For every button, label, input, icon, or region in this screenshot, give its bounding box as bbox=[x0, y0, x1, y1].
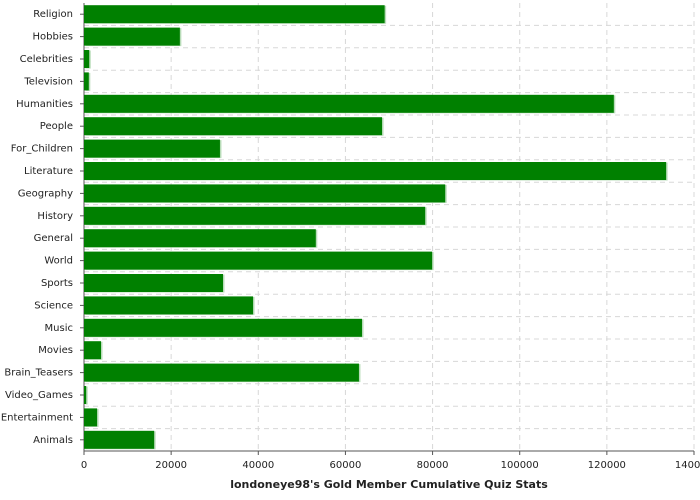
x-tick-label: 80000 bbox=[417, 460, 449, 471]
y-tick-label: Hobbies bbox=[33, 32, 73, 43]
bar bbox=[84, 206, 426, 225]
bar bbox=[84, 229, 316, 248]
bar bbox=[84, 386, 87, 404]
x-tick-label: 140000 bbox=[675, 460, 700, 471]
y-tick-label: World bbox=[44, 256, 73, 267]
bar bbox=[84, 162, 667, 180]
bar-shadow bbox=[85, 386, 88, 405]
y-tick-label: General bbox=[34, 233, 73, 244]
bar bbox=[84, 251, 433, 270]
bar bbox=[84, 27, 180, 46]
bar bbox=[84, 184, 446, 203]
bar bbox=[84, 408, 98, 427]
y-tick-label: Geography bbox=[18, 188, 73, 199]
x-tick-label: 0 bbox=[81, 460, 87, 471]
bar bbox=[84, 430, 155, 449]
bar bbox=[84, 72, 89, 91]
bar bbox=[84, 139, 220, 158]
y-tick-label: Sports bbox=[41, 278, 73, 289]
y-tick-label: Humanities bbox=[16, 99, 73, 110]
x-tick-label: 120000 bbox=[588, 460, 626, 471]
y-tick-label: Music bbox=[45, 323, 73, 334]
y-tick-label: Science bbox=[34, 300, 73, 311]
x-tick-label: 40000 bbox=[242, 460, 274, 471]
y-tick-label: Movies bbox=[38, 345, 73, 356]
y-tick-label: Brain_Teasers bbox=[4, 368, 73, 379]
x-tick-label: 20000 bbox=[155, 460, 187, 471]
y-tick-label: Celebrities bbox=[20, 54, 73, 65]
y-tick-label: History bbox=[37, 211, 73, 222]
bar bbox=[84, 363, 359, 382]
bar bbox=[84, 5, 385, 24]
y-tick-label: Television bbox=[23, 76, 73, 87]
y-tick-label: Entertainment bbox=[1, 412, 73, 423]
y-tick-label: Animals bbox=[33, 435, 73, 446]
y-tick-label: Religion bbox=[33, 9, 73, 20]
y-tick-label: Video_Games bbox=[5, 390, 73, 401]
bar bbox=[84, 318, 362, 337]
y-tick-label: For_Children bbox=[11, 144, 73, 155]
x-tick-label: 100000 bbox=[501, 460, 539, 471]
bar bbox=[84, 274, 223, 292]
bar bbox=[84, 117, 383, 136]
y-tick-label: People bbox=[40, 121, 73, 132]
y-tick-label: Literature bbox=[24, 166, 73, 177]
bar bbox=[84, 50, 90, 68]
x-tick-label: 60000 bbox=[330, 460, 362, 471]
bar bbox=[84, 341, 101, 360]
x-axis-title: londoneye98's Gold Member Cumulative Qui… bbox=[230, 478, 548, 491]
bar bbox=[84, 296, 254, 315]
bar bbox=[84, 94, 614, 113]
